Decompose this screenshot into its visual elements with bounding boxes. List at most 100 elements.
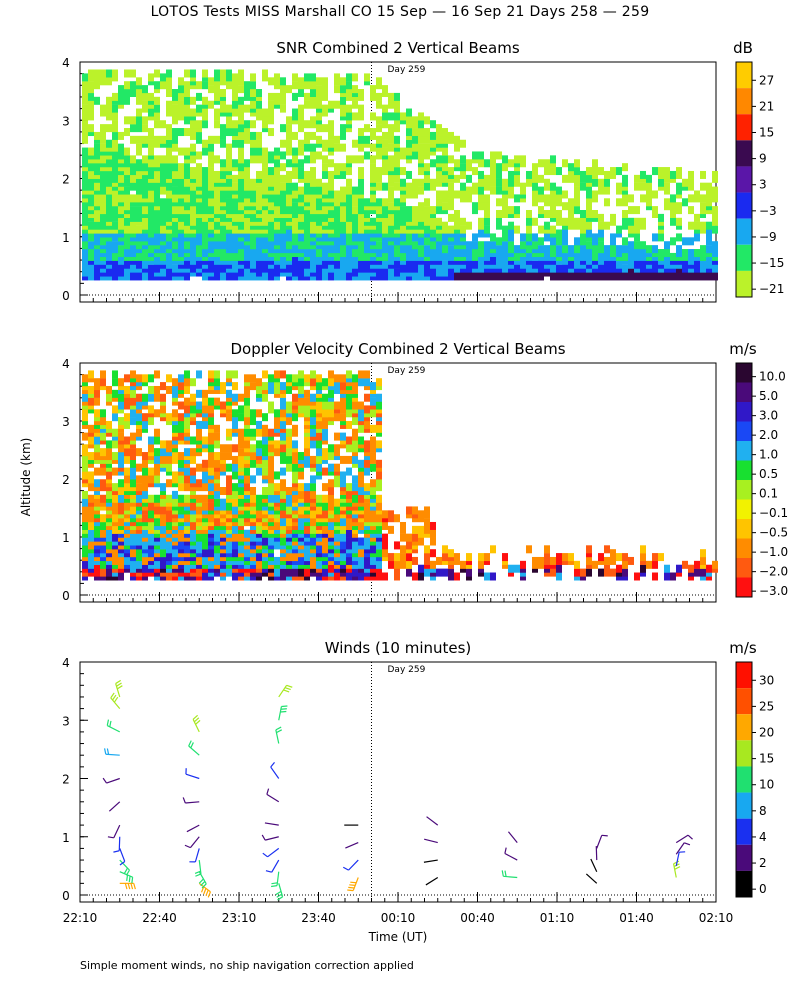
snr-cell bbox=[430, 159, 436, 168]
velocity-cell bbox=[310, 490, 316, 499]
velocity-cell bbox=[160, 382, 166, 391]
velocity-cell bbox=[232, 483, 238, 492]
snr-cell bbox=[94, 77, 100, 86]
snr-cell bbox=[712, 186, 718, 195]
snr-cell bbox=[514, 174, 520, 183]
velocity-cell bbox=[280, 467, 286, 476]
velocity-cell bbox=[178, 382, 184, 391]
velocity-cell bbox=[244, 374, 250, 383]
velocity-cell bbox=[112, 494, 118, 503]
snr-cell bbox=[106, 194, 112, 203]
velocity-cell bbox=[286, 568, 292, 577]
velocity-cell bbox=[352, 475, 358, 484]
velocity-cell bbox=[340, 479, 346, 488]
y-tick-label: 2 bbox=[62, 473, 70, 487]
velocity-cell bbox=[118, 401, 124, 410]
velocity-cell bbox=[94, 409, 100, 418]
snr-cell bbox=[136, 143, 142, 152]
snr-cell bbox=[442, 221, 448, 230]
snr-cell bbox=[436, 155, 442, 164]
snr-cell bbox=[556, 229, 562, 238]
snr-cell bbox=[322, 104, 328, 113]
velocity-cell bbox=[106, 385, 112, 394]
snr-cell bbox=[286, 124, 292, 133]
colorbar-frame bbox=[735, 61, 753, 298]
snr-cell bbox=[340, 143, 346, 152]
snr-cell bbox=[214, 135, 220, 144]
velocity-cell bbox=[130, 432, 136, 441]
snr-cell bbox=[466, 241, 472, 250]
snr-cell bbox=[292, 182, 298, 191]
velocity-cell bbox=[226, 413, 232, 422]
velocity-cell bbox=[178, 401, 184, 410]
velocity-cell bbox=[352, 494, 358, 503]
velocity-cell bbox=[292, 440, 298, 449]
snr-cell bbox=[688, 206, 694, 215]
snr-cell bbox=[88, 69, 94, 78]
snr-cell bbox=[412, 128, 418, 137]
snr-cell bbox=[280, 151, 286, 160]
velocity-cell bbox=[172, 385, 178, 394]
velocity-cell bbox=[100, 448, 106, 457]
snr-cell bbox=[430, 120, 436, 129]
velocity-cell bbox=[160, 393, 166, 402]
velocity-cell bbox=[172, 378, 178, 387]
velocity-cell bbox=[130, 409, 136, 418]
snr-cell bbox=[622, 217, 628, 226]
velocity-cell bbox=[184, 448, 190, 457]
snr-cell bbox=[676, 233, 682, 242]
velocity-cell bbox=[370, 479, 376, 488]
velocity-cell bbox=[340, 471, 346, 480]
snr-cell bbox=[256, 198, 262, 207]
snr-cell bbox=[202, 139, 208, 148]
snr-cell bbox=[508, 229, 514, 238]
snr-cell bbox=[196, 131, 202, 140]
snr-cell bbox=[424, 245, 430, 254]
snr-cell bbox=[496, 170, 502, 179]
velocity-cell bbox=[130, 471, 136, 480]
snr-cell bbox=[148, 108, 154, 117]
snr-cell bbox=[610, 233, 616, 242]
snr-cell bbox=[514, 245, 520, 254]
snr-cell bbox=[334, 85, 340, 94]
snr-cell bbox=[154, 69, 160, 78]
colorbar-tick-label: 2.0 bbox=[759, 428, 778, 442]
snr-cell bbox=[244, 104, 250, 113]
snr-cell bbox=[514, 155, 520, 164]
snr-cell bbox=[160, 155, 166, 164]
snr-cell bbox=[400, 252, 406, 261]
snr-cell bbox=[562, 245, 568, 254]
snr-cell bbox=[304, 155, 310, 164]
velocity-cell bbox=[280, 409, 286, 418]
snr-cell bbox=[322, 155, 328, 164]
velocity-cell bbox=[112, 483, 118, 492]
velocity-cell bbox=[304, 494, 310, 503]
snr-cell bbox=[700, 182, 706, 191]
snr-cell bbox=[244, 198, 250, 207]
velocity-cell bbox=[232, 471, 238, 480]
velocity-cell bbox=[154, 436, 160, 445]
velocity-cell bbox=[310, 417, 316, 426]
velocity-cell bbox=[232, 498, 238, 507]
snr-cell bbox=[124, 89, 130, 98]
velocity-cell bbox=[316, 374, 322, 383]
velocity-cell bbox=[220, 498, 226, 507]
snr-cell bbox=[598, 178, 604, 187]
velocity-cell bbox=[220, 444, 226, 453]
velocity-cell bbox=[322, 483, 328, 492]
velocity-cell bbox=[178, 533, 184, 542]
snr-cell bbox=[394, 174, 400, 183]
snr-cell bbox=[220, 190, 226, 199]
snr-cell bbox=[490, 186, 496, 195]
velocity-cell bbox=[250, 374, 256, 383]
velocity-cell bbox=[310, 428, 316, 437]
snr-cell bbox=[598, 229, 604, 238]
velocity-cell bbox=[346, 467, 352, 476]
velocity-cell bbox=[322, 494, 328, 503]
snr-cell bbox=[346, 81, 352, 90]
snr-cell bbox=[352, 73, 358, 82]
snr-cell bbox=[256, 89, 262, 98]
velocity-cell bbox=[190, 514, 196, 523]
velocity-cell bbox=[202, 502, 208, 511]
snr-cell bbox=[196, 163, 202, 172]
